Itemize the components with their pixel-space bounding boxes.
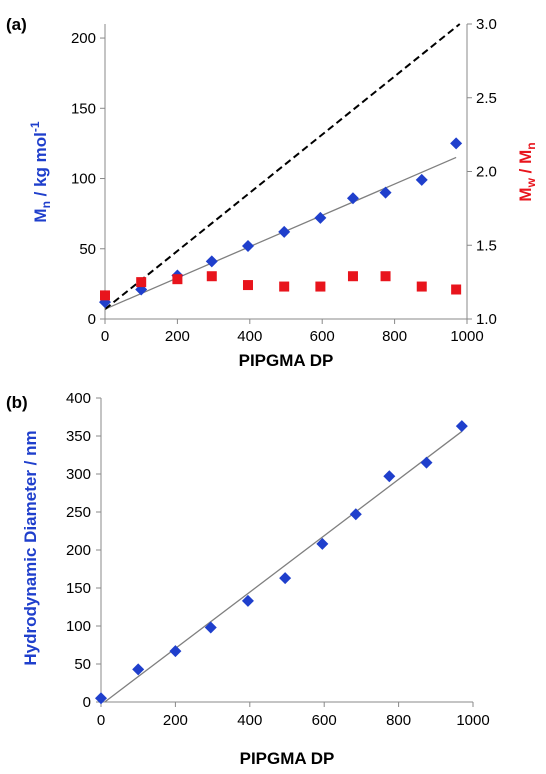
y2-tick-label: 1.5	[476, 237, 497, 254]
y-ticks-left-a: 0 50 100 150 200	[71, 30, 105, 328]
data-point-dispersity	[242, 280, 253, 291]
data-point-mn	[241, 239, 254, 252]
y-tick-label: 150	[66, 580, 91, 597]
y2-tick-label: 2.5	[476, 90, 497, 107]
x-tick-label: 800	[386, 712, 411, 729]
y-tick-label: 150	[71, 100, 96, 117]
data-point-dh	[204, 621, 217, 634]
y-tick-label: 50	[79, 241, 96, 258]
data-point-mn	[346, 192, 359, 205]
y-tick-label: 100	[66, 618, 91, 635]
x-tick-label: 1000	[456, 712, 489, 729]
y-axis-label-right-a: Mw / Mn	[516, 142, 538, 201]
y2-tick-label: 1.0	[476, 311, 497, 328]
data-point-dh	[132, 663, 145, 676]
data-point-dh	[316, 537, 329, 550]
data-point-dh	[279, 572, 292, 585]
data-point-mn	[379, 186, 392, 199]
x-tick-label: 1000	[450, 328, 483, 345]
series-dh	[95, 420, 468, 705]
data-point-dh	[455, 420, 468, 433]
data-point-mn	[450, 137, 463, 150]
theory-line-segment	[104, 23, 461, 310]
fit-line-b	[104, 430, 463, 703]
y-tick-label: 200	[66, 542, 91, 559]
y-tick-label: 50	[74, 656, 91, 673]
panel-label-b: (b)	[6, 393, 28, 412]
y-tick-label: 200	[71, 30, 96, 47]
fit-line-segment	[104, 430, 463, 703]
y-tick-label: 0	[88, 311, 96, 328]
x-tick-label: 200	[163, 712, 188, 729]
data-point-dispersity	[315, 281, 326, 292]
chart-b: (b) 0 200 400 600 800 1000 0 50 100 150 200 250 300…	[6, 390, 490, 768]
theory-line-a	[104, 23, 461, 310]
x-axis-label-a: PIPGMA DP	[239, 351, 334, 370]
y-ticks-right-a: 1.0 1.5 2.0 2.5 3.0	[467, 16, 497, 328]
data-point-dispersity	[136, 277, 147, 288]
x-tick-label: 400	[237, 712, 262, 729]
y-tick-label: 100	[71, 171, 96, 188]
data-point-mn	[314, 211, 327, 224]
data-point-dh	[169, 645, 182, 658]
x-ticks-b: 0 200 400 600 800 1000	[97, 702, 490, 729]
x-tick-label: 400	[237, 328, 262, 345]
data-point-mn	[415, 173, 428, 186]
data-point-mn	[205, 255, 218, 268]
x-tick-label: 800	[382, 328, 407, 345]
data-point-dispersity	[206, 271, 217, 282]
data-point-dh	[95, 692, 107, 705]
data-point-dispersity	[380, 271, 391, 282]
data-point-dh	[383, 470, 396, 483]
data-point-dh	[241, 594, 254, 607]
data-point-dh	[420, 456, 433, 469]
x-tick-label: 600	[312, 712, 337, 729]
series-dispersity	[100, 271, 462, 301]
data-point-dispersity	[347, 271, 358, 282]
data-point-dispersity	[279, 281, 290, 292]
data-point-mn	[278, 225, 291, 238]
data-point-dh	[349, 508, 362, 521]
x-tick-label: 0	[97, 712, 105, 729]
y2-tick-label: 3.0	[476, 16, 497, 33]
y-axis-label-b: Hydrodynamic Diameter / nm	[21, 430, 40, 665]
data-point-dispersity	[416, 281, 427, 292]
data-point-dispersity	[172, 274, 183, 285]
y-tick-label: 300	[66, 466, 91, 483]
y-tick-label: 400	[66, 390, 91, 407]
panel-label-a: (a)	[6, 15, 27, 34]
y-axis-label-left-a: Mn / kg mol-1	[28, 121, 53, 222]
x-axis-label-b: PIPGMA DP	[240, 749, 335, 768]
x-tick-label: 200	[165, 328, 190, 345]
y-tick-label: 350	[66, 428, 91, 445]
data-point-dispersity	[100, 290, 110, 301]
data-point-dispersity	[451, 284, 462, 295]
x-tick-label: 600	[310, 328, 335, 345]
x-tick-label: 0	[101, 328, 109, 345]
x-ticks-a: 0 200 400 600 800 1000	[101, 319, 484, 345]
y-ticks-b: 0 50 100 150 200 250 300 350 400	[66, 390, 101, 711]
y-tick-label: 250	[66, 504, 91, 521]
y-tick-label: 0	[83, 694, 91, 711]
y2-tick-label: 2.0	[476, 164, 497, 181]
